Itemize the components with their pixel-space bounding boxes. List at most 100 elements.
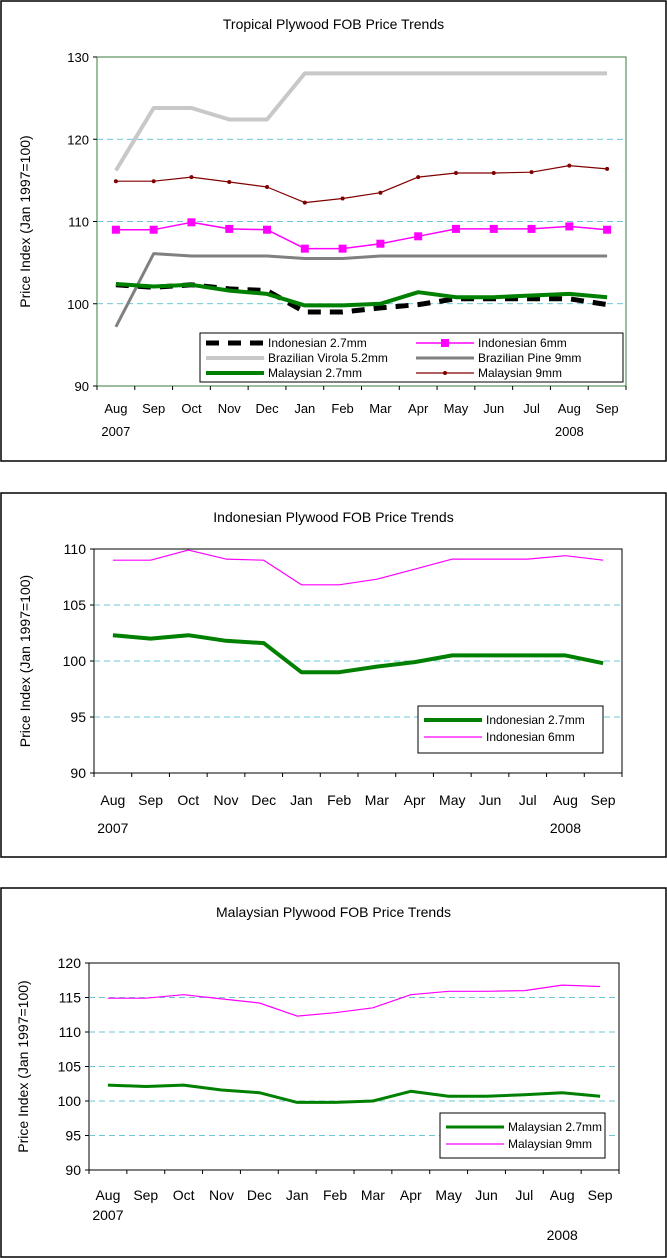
- y-tick-label: 110: [64, 541, 87, 557]
- data-point: [453, 170, 458, 175]
- y-axis-label: Price Index (Jan 1997=100): [17, 135, 33, 307]
- y-axis-label: Price Index (Jan 1997=100): [15, 980, 31, 1152]
- legend-box: [439, 1112, 606, 1159]
- x-tick-label: Mar: [361, 1187, 385, 1203]
- series-line-indonesian-2-7mm: [112, 633, 604, 675]
- x-tick-label: Apr: [408, 401, 429, 416]
- x-tick-label: Sep: [142, 401, 165, 416]
- data-point: [489, 224, 498, 233]
- x-tick-label: Feb: [327, 792, 351, 808]
- indonesian-plywood-chart: Indonesian Plywood FOB Price Trends 90 95 1…: [0, 492, 667, 858]
- data-point: [416, 175, 421, 180]
- chart-title: Malaysian Plywood FOB Price Trends: [216, 904, 451, 920]
- legend-marker: [443, 371, 447, 375]
- data-point: [302, 200, 307, 205]
- x-tick-label: Mar: [365, 792, 389, 808]
- tropical-plywood-chart: Tropical Plywood FOB Price Trends 90 100 11…: [0, 0, 667, 462]
- x-tick-label: Feb: [323, 1187, 347, 1203]
- y-tick-label: 90: [75, 379, 89, 394]
- data-point: [603, 225, 612, 234]
- legend-label: Malaysian 2.7mm: [268, 366, 362, 380]
- legend-label: Brazilian Pine 9mm: [478, 351, 581, 365]
- y-tick-label: 105: [58, 1059, 82, 1075]
- y-tick-label: 120: [67, 132, 89, 147]
- year-label: 2007: [97, 820, 128, 836]
- chart-panel-indonesian: Indonesian Plywood FOB Price Trends 90 95 1…: [0, 492, 667, 858]
- data-point: [605, 166, 610, 171]
- y-tick-label: 110: [68, 215, 89, 230]
- y-tick-label: 110: [59, 1024, 82, 1040]
- y-tick-label: 95: [70, 709, 86, 725]
- y-tick-label: 115: [59, 990, 82, 1006]
- series-line-indonesian-2-7mm: [115, 282, 608, 315]
- chart-title: Indonesian Plywood FOB Price Trends: [213, 509, 453, 525]
- y-tick-label: 90: [70, 765, 86, 781]
- x-tick-label: Jul: [515, 1187, 533, 1203]
- y-tick-label: 95: [65, 1128, 81, 1144]
- x-tick-label: Jun: [483, 401, 504, 416]
- data-point: [378, 190, 383, 195]
- x-tick-label: May: [435, 1187, 461, 1203]
- data-point: [225, 224, 234, 233]
- data-point: [300, 244, 309, 253]
- x-tick-label: Aug: [95, 1187, 120, 1203]
- legend-label: Brazilian Virola 5.2mm: [268, 351, 388, 365]
- series-line-brazilian-virola-5-2mm: [114, 71, 608, 172]
- year-label: 2008: [550, 820, 581, 836]
- legend-label: Malaysian 9mm: [508, 1137, 592, 1151]
- x-tick-label: Jan: [286, 1187, 309, 1203]
- year-label: 2007: [92, 1207, 123, 1223]
- x-tick-label: Apr: [400, 1187, 422, 1203]
- x-tick-label: Sep: [591, 792, 616, 808]
- data-point: [263, 225, 272, 234]
- legend-label: Malaysian 9mm: [478, 366, 562, 380]
- x-tick-label: Aug: [100, 792, 125, 808]
- series-line-malaysian-2-7mm: [107, 1083, 601, 1104]
- legend-label: Indonesian 2.7mm: [486, 713, 585, 727]
- x-tick-label: Aug: [550, 1187, 575, 1203]
- x-tick-label: Mar: [369, 401, 392, 416]
- x-tick-label: Nov: [218, 401, 242, 416]
- y-tick-label: 100: [63, 653, 87, 669]
- legend-label: Indonesian 6mm: [478, 336, 567, 350]
- y-tick-label: 130: [67, 50, 89, 65]
- x-tick-label: Jun: [479, 792, 502, 808]
- legend-label: Malaysian 2.7mm: [508, 1120, 602, 1134]
- legend-box: [417, 705, 604, 754]
- x-tick-label: Apr: [404, 792, 426, 808]
- chart-panel-tropical: Tropical Plywood FOB Price Trends 90 100 11…: [0, 0, 667, 462]
- year-label: 2007: [101, 424, 130, 439]
- legend-label: Indonesian 6mm: [486, 730, 575, 744]
- y-tick-label: 105: [63, 597, 87, 613]
- data-point: [376, 239, 385, 248]
- data-point: [565, 222, 574, 231]
- x-tick-label: Jan: [294, 401, 315, 416]
- x-tick-label: Sep: [596, 401, 619, 416]
- series-line-malaysian-2-7mm: [115, 282, 608, 308]
- series-line-indonesian-6mm: [115, 221, 608, 250]
- y-axis-label: Price Index (Jan 1997=100): [17, 575, 33, 747]
- x-tick-label: Jul: [519, 792, 537, 808]
- x-tick-label: Jun: [475, 1187, 498, 1203]
- x-tick-label: May: [439, 792, 465, 808]
- legend-box: [199, 332, 624, 383]
- malaysian-plywood-chart: Malaysian Plywood FOB Price Trends 90 95 10…: [0, 887, 667, 1258]
- series-line-indonesian-6mm: [112, 549, 604, 586]
- x-tick-label: Dec: [247, 1187, 272, 1203]
- data-point: [187, 218, 196, 227]
- y-tick-label: 90: [65, 1162, 81, 1178]
- data-point: [338, 244, 347, 253]
- x-tick-label: May: [444, 401, 469, 416]
- x-tick-label: Dec: [255, 401, 279, 416]
- series-line-malaysian-9mm: [115, 165, 608, 204]
- legend-label: Indonesian 2.7mm: [268, 336, 367, 350]
- data-point: [567, 163, 572, 168]
- x-tick-label: Nov: [209, 1187, 234, 1203]
- data-point: [111, 225, 120, 234]
- y-tick-label: 100: [58, 1093, 82, 1109]
- x-tick-label: Sep: [138, 792, 163, 808]
- year-label: 2008: [547, 1227, 578, 1243]
- data-point: [265, 184, 270, 189]
- x-tick-label: Sep: [588, 1187, 613, 1203]
- y-tick-label: 120: [58, 955, 82, 971]
